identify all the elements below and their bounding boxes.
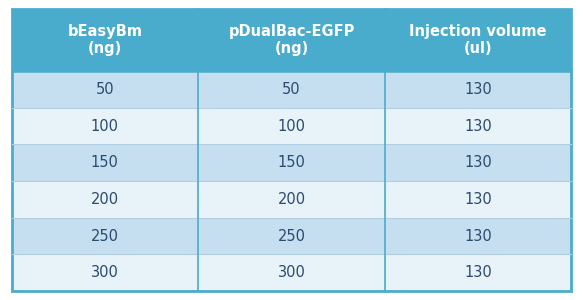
Bar [12, 71, 198, 108]
Text: 130: 130 [464, 82, 492, 97]
Bar [12, 108, 198, 144]
Text: pDualBac-EGFP
(ng): pDualBac-EGFP (ng) [229, 24, 354, 56]
Text: Injection volume
(ul): Injection volume (ul) [409, 24, 547, 56]
Text: 130: 130 [464, 192, 492, 207]
Text: 130: 130 [464, 155, 492, 170]
Bar [12, 144, 198, 181]
Bar [385, 9, 571, 71]
Text: 50: 50 [96, 82, 114, 97]
Text: 200: 200 [278, 192, 305, 207]
Bar [198, 181, 385, 218]
Text: 300: 300 [91, 265, 119, 280]
Text: 250: 250 [91, 229, 119, 244]
Bar [12, 254, 198, 291]
Text: 300: 300 [278, 265, 305, 280]
Bar [12, 218, 198, 254]
Bar [385, 181, 571, 218]
Text: 250: 250 [278, 229, 305, 244]
Bar [198, 108, 385, 144]
Bar [198, 218, 385, 254]
Text: 130: 130 [464, 229, 492, 244]
Bar [385, 218, 571, 254]
Text: 200: 200 [91, 192, 119, 207]
Text: 130: 130 [464, 265, 492, 280]
Bar [12, 181, 198, 218]
Text: 50: 50 [282, 82, 301, 97]
Text: 130: 130 [464, 118, 492, 134]
Bar [12, 9, 198, 71]
Bar [198, 9, 385, 71]
Bar [385, 144, 571, 181]
Bar [385, 71, 571, 108]
Bar [385, 108, 571, 144]
Bar [198, 144, 385, 181]
Text: bEasyBm
(ng): bEasyBm (ng) [68, 24, 142, 56]
Text: 150: 150 [278, 155, 305, 170]
Text: 100: 100 [278, 118, 305, 134]
Bar [198, 254, 385, 291]
Bar [385, 254, 571, 291]
Bar [198, 71, 385, 108]
Text: 100: 100 [91, 118, 119, 134]
Text: 150: 150 [91, 155, 119, 170]
